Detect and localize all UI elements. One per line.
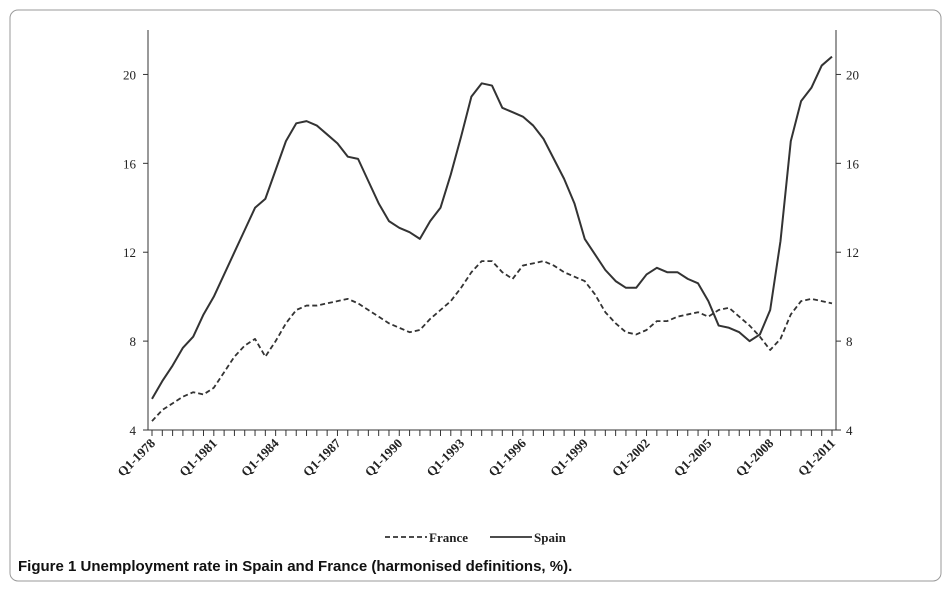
legend-label: France — [429, 530, 468, 545]
y2-tick-label: 8 — [846, 334, 853, 349]
y2-tick-label: 12 — [846, 245, 859, 260]
y-tick-label: 20 — [123, 67, 136, 82]
y-tick-label: 16 — [123, 156, 137, 171]
y2-tick-label: 4 — [846, 423, 853, 438]
legend-label: Spain — [534, 530, 567, 545]
y-tick-label: 8 — [130, 334, 137, 349]
series-line — [151, 260, 833, 422]
figure-caption: Figure 1 Unemployment rate in Spain and … — [18, 558, 572, 575]
y-tick-label: 12 — [123, 245, 136, 260]
y2-tick-label: 16 — [846, 156, 860, 171]
y-tick-label: 4 — [130, 423, 137, 438]
figure-frame — [9, 9, 942, 582]
y2-tick-label: 20 — [846, 67, 859, 82]
series-line — [151, 55, 833, 400]
